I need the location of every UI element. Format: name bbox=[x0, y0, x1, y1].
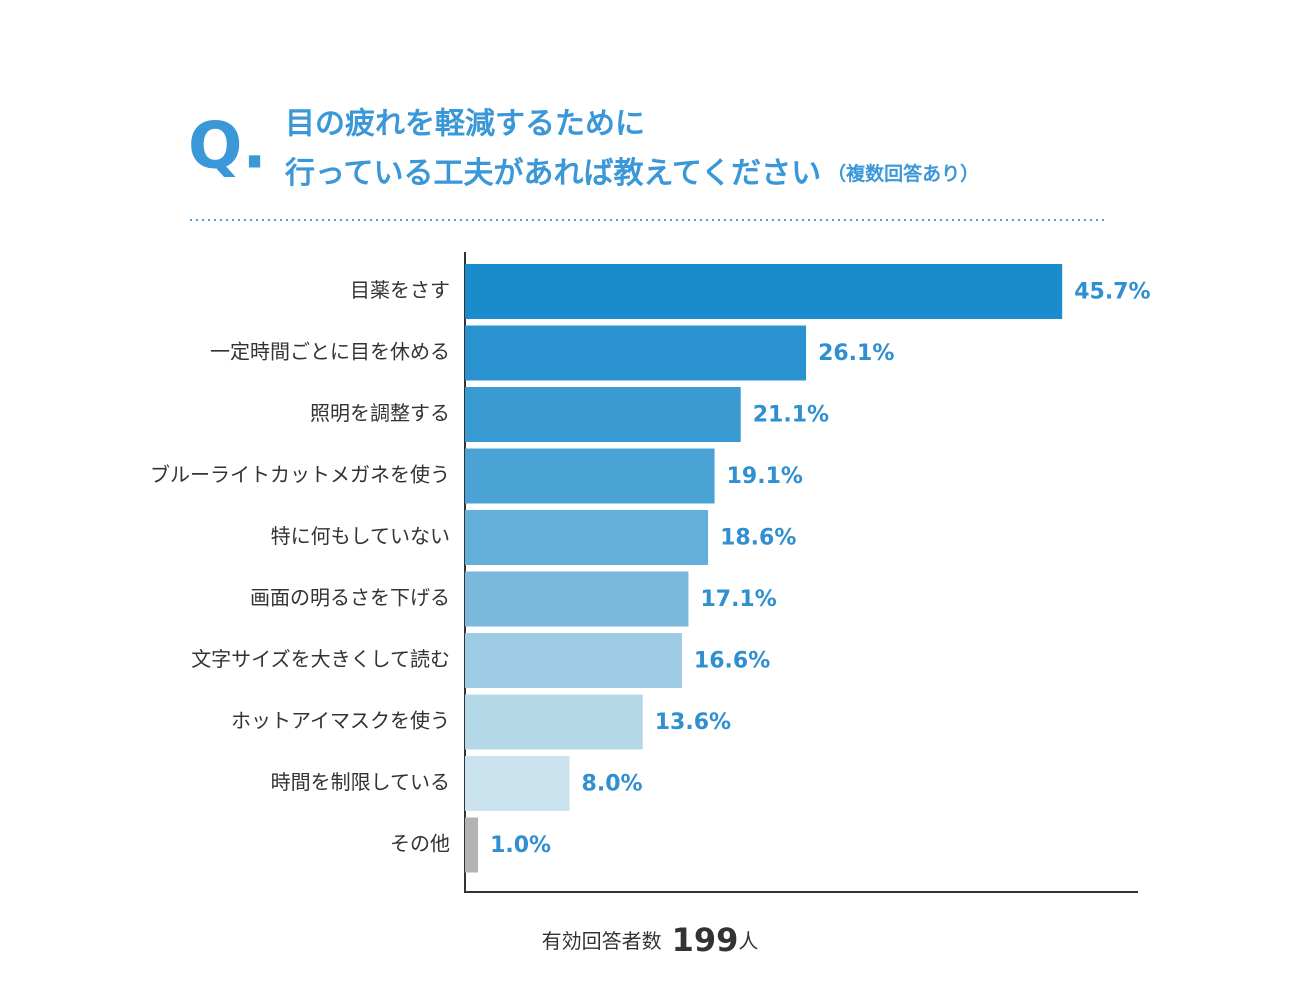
respondents-label: 有効回答者数 bbox=[542, 929, 662, 953]
value-label: 13.6% bbox=[655, 710, 731, 735]
y-tick-label: 画面の明るさを下げる bbox=[250, 586, 450, 610]
value-label: 16.6% bbox=[694, 649, 770, 674]
y-tick-label: 特に何もしていない bbox=[271, 524, 450, 548]
y-tick-label: ホットアイマスクを使う bbox=[231, 709, 450, 733]
q-mark: Q. bbox=[188, 110, 267, 184]
value-label: 21.1% bbox=[753, 403, 829, 428]
value-label: 17.1% bbox=[700, 587, 776, 612]
chart-title: 行っている工夫があれば教えてください bbox=[284, 156, 821, 191]
value-label: 18.6% bbox=[720, 526, 796, 551]
bar bbox=[465, 817, 479, 873]
y-tick-label: 一定時間ごとに目を休める bbox=[210, 340, 450, 364]
value-label: 1.0% bbox=[490, 833, 551, 858]
value-label: 19.1% bbox=[727, 464, 803, 489]
respondents-unit: 人 bbox=[738, 929, 758, 953]
y-tick-label: その他 bbox=[390, 832, 450, 856]
value-label: 45.7% bbox=[1074, 280, 1150, 305]
bar bbox=[465, 325, 807, 381]
y-tick-label: 照明を調整する bbox=[310, 401, 450, 425]
y-tick-label: 目薬をさす bbox=[350, 278, 450, 302]
y-tick-label: 時間を制限している bbox=[271, 770, 450, 794]
bar bbox=[465, 633, 682, 688]
respondents-count: 199 bbox=[672, 921, 739, 959]
y-tick-label: ブルーライトカットメガネを使う bbox=[150, 463, 450, 487]
chart-title: 目の疲れを軽減するために bbox=[285, 107, 645, 142]
y-tick-label: 文字サイズを大きくして読む bbox=[191, 647, 450, 671]
value-label: 8.0% bbox=[582, 772, 643, 797]
bar bbox=[465, 448, 715, 504]
bar bbox=[465, 571, 689, 627]
bar bbox=[465, 694, 643, 750]
bar bbox=[465, 387, 741, 442]
chart-title: 行っている工夫があれば教えてください （複数回答あり） bbox=[284, 156, 979, 191]
chart-subtitle: （複数回答あり） bbox=[827, 162, 979, 185]
respondents: 有効回答者数 199人 bbox=[542, 921, 759, 959]
bar bbox=[465, 510, 709, 565]
bar bbox=[465, 264, 1063, 319]
bar bbox=[465, 756, 570, 811]
value-label: 26.1% bbox=[818, 341, 894, 366]
